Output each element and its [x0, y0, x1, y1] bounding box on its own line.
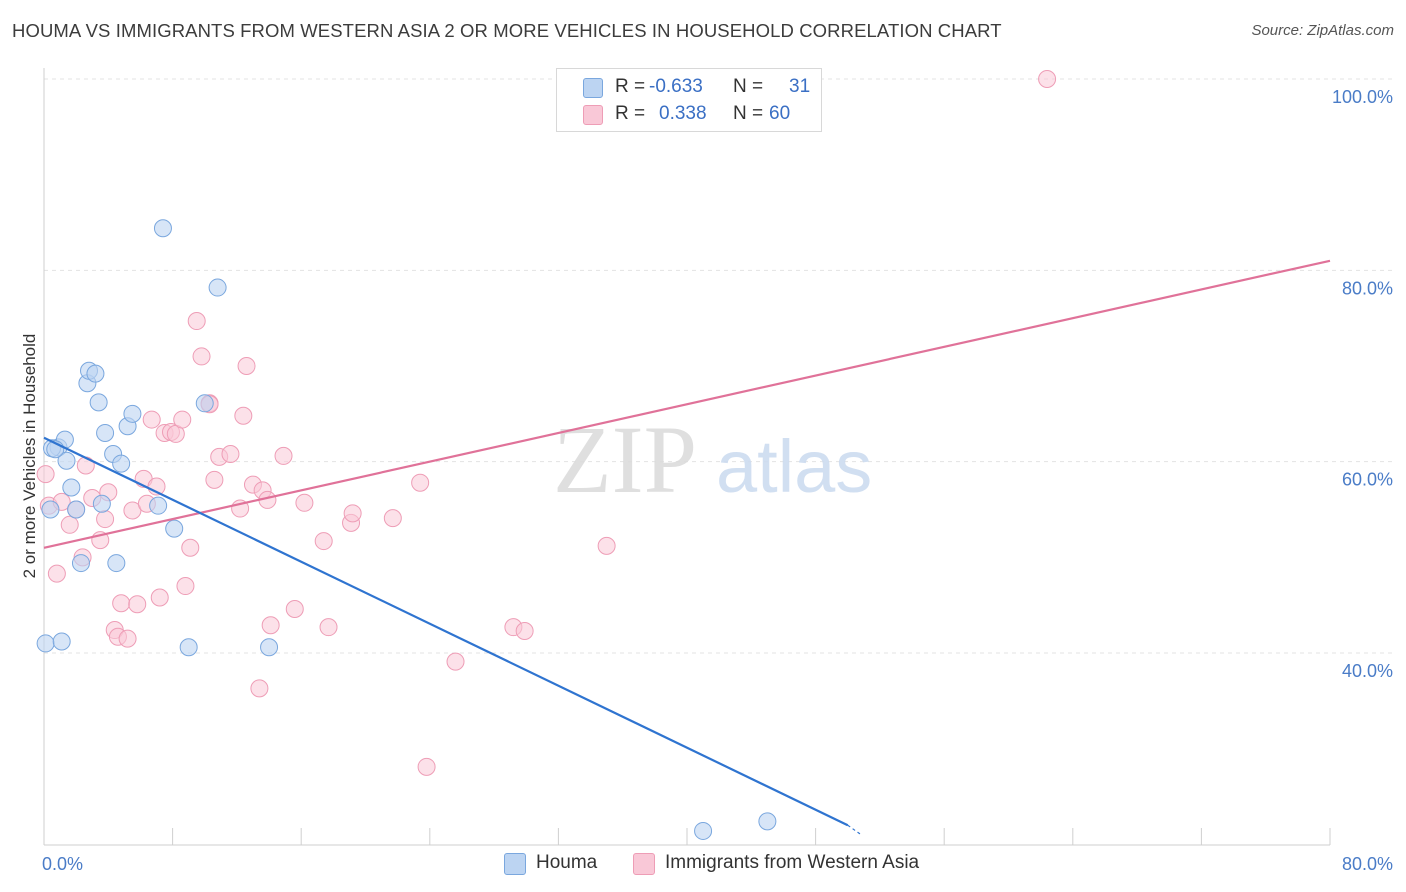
- houma-point: [195, 394, 214, 413]
- houma-points: [36, 219, 777, 840]
- immigrants-r-value: 0.338: [659, 103, 707, 124]
- houma-point: [179, 638, 198, 657]
- immigrants-point: [118, 629, 137, 648]
- immigrants-point: [112, 594, 131, 613]
- immigrants-point: [76, 456, 95, 475]
- immigrants-point: [1038, 69, 1057, 88]
- houma-trend-line: [43, 436, 849, 827]
- correlation-stats-box: R = -0.633 N = 31 R = 0.338 N = 60: [556, 68, 822, 132]
- immigrants-point: [142, 410, 161, 429]
- watermark-atlas: atlas: [716, 425, 872, 508]
- immigrants-point: [237, 356, 256, 375]
- immigrants-swatch: [583, 105, 603, 125]
- immigrants-point: [181, 538, 200, 557]
- watermark: ZIP atlas: [553, 406, 872, 513]
- houma-swatch: [583, 78, 603, 98]
- houma-point: [92, 494, 111, 513]
- houma-legend-label: Houma: [536, 852, 598, 873]
- n-label: N =: [733, 103, 764, 124]
- immigrants-point: [274, 446, 293, 465]
- immigrants-point: [446, 652, 465, 671]
- immigrants-point: [221, 445, 240, 464]
- immigrants-point: [515, 621, 534, 640]
- immigrants-point: [150, 588, 169, 607]
- tick-labels: 40.0% 60.0% 80.0% 100.0% 0.0% 80.0%: [42, 87, 1393, 874]
- y-tick-label: 40.0%: [1342, 661, 1393, 681]
- immigrants-legend-swatch: [633, 853, 655, 875]
- immigrants-point: [205, 470, 224, 489]
- immigrants-point: [192, 347, 211, 366]
- immigrants-legend-label: Immigrants from Western Asia: [665, 852, 920, 873]
- immigrants-point: [285, 599, 304, 618]
- immigrants-point: [314, 532, 333, 551]
- houma-point: [149, 496, 168, 515]
- houma-trend-extension: [847, 824, 863, 836]
- houma-point: [86, 364, 105, 383]
- houma-point: [123, 404, 142, 423]
- houma-point: [41, 500, 60, 519]
- immigrants-point: [128, 595, 147, 614]
- immigrants-point: [411, 473, 430, 492]
- houma-point: [208, 278, 227, 297]
- immigrants-point: [60, 515, 79, 534]
- stat-row-houma: R = -0.633 N = 31: [557, 75, 821, 101]
- houma-point: [260, 638, 279, 657]
- houma-point: [71, 554, 90, 573]
- immigrants-point: [36, 465, 55, 484]
- immigrants-points: [36, 69, 1057, 776]
- immigrants-point: [343, 504, 362, 523]
- houma-point: [62, 478, 81, 497]
- houma-point: [758, 812, 777, 831]
- y-axis-label: 2 or more Vehicles in Household: [20, 334, 39, 579]
- immigrants-point: [234, 406, 253, 425]
- r-label: R =: [615, 76, 646, 97]
- houma-point: [694, 821, 713, 840]
- trend-lines: [43, 259, 1331, 836]
- immigrants-trend-line: [43, 259, 1331, 549]
- immigrants-point: [295, 493, 314, 512]
- immigrants-n-value: 60: [769, 103, 791, 124]
- houma-r-value: -0.633: [649, 76, 703, 97]
- immigrants-point: [597, 536, 616, 555]
- y-tick-label: 80.0%: [1342, 278, 1393, 298]
- houma-n-value: 31: [789, 76, 811, 97]
- y-tick-label: 60.0%: [1342, 470, 1393, 490]
- immigrants-point: [261, 616, 280, 635]
- houma-point: [153, 219, 172, 238]
- houma-point: [107, 554, 126, 573]
- immigrants-point: [417, 757, 436, 776]
- houma-point: [57, 451, 76, 470]
- immigrants-point: [383, 509, 402, 528]
- houma-point: [96, 423, 115, 442]
- y-tick-label: 100.0%: [1332, 87, 1393, 107]
- chart-title: HOUMA VS IMMIGRANTS FROM WESTERN ASIA 2 …: [12, 20, 1002, 41]
- x-tick-label: 0.0%: [42, 854, 83, 874]
- immigrants-point: [176, 577, 195, 596]
- houma-point: [67, 500, 86, 519]
- axes: [43, 68, 1331, 846]
- x-tick-label: 80.0%: [1342, 854, 1393, 874]
- houma-point: [165, 519, 184, 538]
- watermark-zip: ZIP: [553, 406, 697, 513]
- immigrants-point: [250, 679, 269, 698]
- source-label: Source: ZipAtlas.com: [1251, 22, 1394, 39]
- immigrants-point: [319, 618, 338, 637]
- immigrants-point: [96, 510, 115, 529]
- immigrants-point: [47, 564, 66, 583]
- houma-point: [112, 454, 131, 473]
- n-label: N =: [733, 76, 764, 97]
- immigrants-point: [187, 312, 206, 331]
- r-label: R =: [615, 103, 646, 124]
- houma-point: [36, 634, 55, 653]
- houma-legend-swatch: [504, 853, 526, 875]
- immigrants-point: [173, 410, 192, 429]
- houma-point: [52, 632, 71, 651]
- houma-point: [89, 393, 108, 412]
- stat-row-immigrants: R = 0.338 N = 60: [557, 102, 821, 128]
